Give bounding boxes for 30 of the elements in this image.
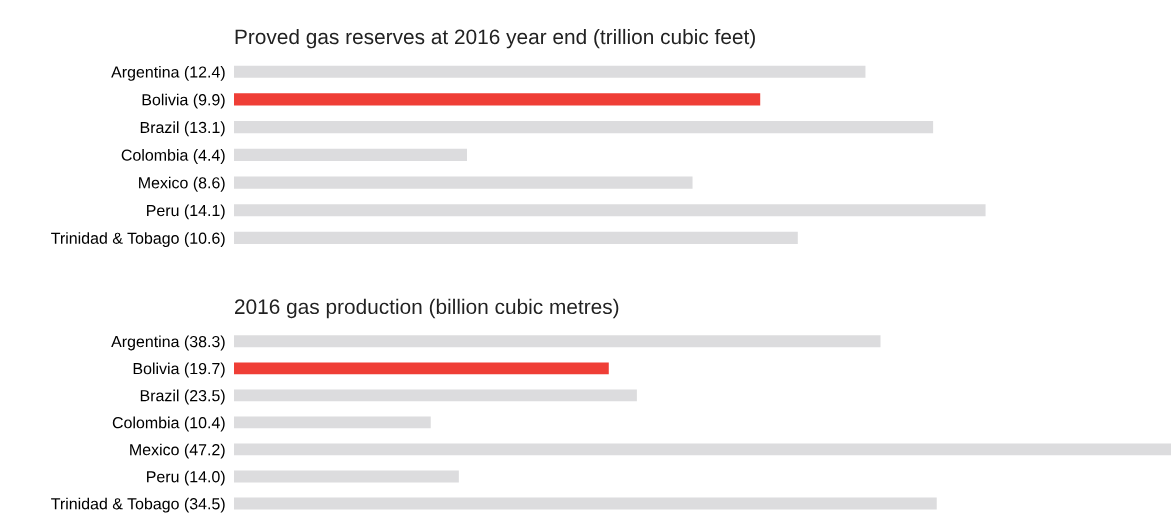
y-tick-label: Mexico (47.2) bbox=[130, 443, 225, 459]
y-tick-label: Bolivia (19.7) bbox=[133, 362, 225, 378]
bar bbox=[233, 148, 468, 161]
y-tick-label: Mexico (8.6) bbox=[139, 176, 225, 192]
chart-title: 2016 gas production (billion cubic metres) bbox=[235, 298, 619, 319]
bar bbox=[233, 389, 637, 402]
bar bbox=[233, 497, 937, 510]
y-tick-label: Bolivia (9.9) bbox=[142, 93, 225, 109]
y-tick-label: Trinidad & Tobago (10.6) bbox=[51, 232, 225, 248]
chart-title: Proved gas reserves at 2016 year end (trillion cubic feet) bbox=[235, 28, 755, 49]
bar bbox=[233, 93, 761, 106]
bar bbox=[233, 362, 609, 375]
bar bbox=[233, 204, 986, 217]
y-tick-label: Brazil (13.1) bbox=[140, 121, 225, 137]
bar bbox=[233, 470, 459, 483]
y-tick-label: Colombia (10.4) bbox=[112, 416, 225, 432]
y-tick-label: Colombia (4.4) bbox=[121, 149, 225, 164]
bar bbox=[233, 65, 866, 78]
bar bbox=[233, 231, 798, 245]
y-tick-label: Argentina (38.3) bbox=[111, 335, 225, 351]
y-tick-label: Brazil (23.5) bbox=[140, 389, 225, 405]
bar bbox=[233, 121, 934, 134]
y-tick-label: Trinidad & Tobago (34.5) bbox=[51, 497, 225, 513]
y-tick-label: Peru (14.0) bbox=[147, 470, 225, 486]
y-tick-label: Peru (14.1) bbox=[147, 204, 225, 220]
bar bbox=[233, 176, 693, 189]
y-tick-label: Argentina (12.4) bbox=[111, 65, 225, 81]
bar bbox=[233, 443, 1171, 456]
bar bbox=[233, 416, 431, 429]
bar bbox=[233, 335, 881, 348]
